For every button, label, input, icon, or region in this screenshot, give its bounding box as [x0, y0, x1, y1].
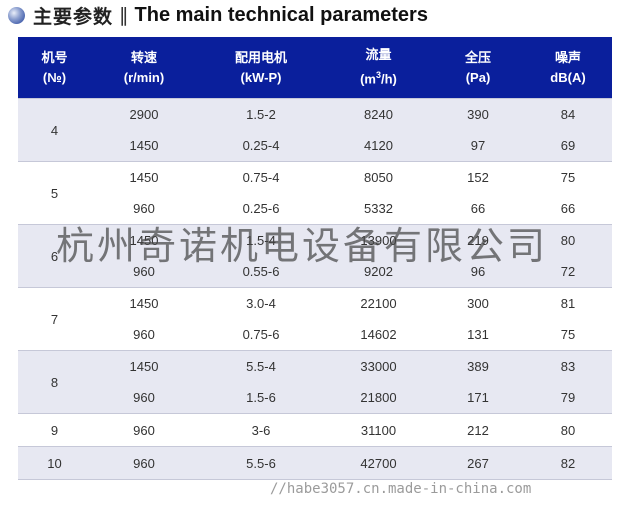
cell-pressure: 171: [432, 382, 524, 414]
cell-motor: 1.5-2: [197, 98, 325, 130]
cell-speed: 2900: [91, 98, 197, 130]
cell-noise: 69: [524, 130, 612, 162]
cell-speed: 960: [91, 319, 197, 351]
cell-motor: 0.75-6: [197, 319, 325, 351]
cell-model: 7: [18, 287, 91, 351]
table-row: 960 0.75-6 14602 131 75: [18, 319, 612, 351]
column-header-motor: 配用电机 (kW-P): [197, 37, 325, 99]
parameters-table: 机号 (№) 转速 (r/min) 配用电机 (kW-P) 流量 (m3/h) 全压 (P…: [18, 37, 612, 480]
cell-motor: 3-6: [197, 413, 325, 447]
cell-noise: 80: [524, 413, 612, 447]
cell-model: 5: [18, 161, 91, 225]
cell-speed: 960: [91, 446, 197, 480]
cell-noise: 81: [524, 287, 612, 319]
table-body: 4 2900 1.5-2 8240 390 84 1450 0.25-4 4120 97 69 5 14…: [18, 98, 612, 480]
table-row: 8 1450 5.5-4 33000 389 83: [18, 350, 612, 414]
cell-noise: 82: [524, 446, 612, 480]
cell-model: 4: [18, 98, 91, 162]
cell-flow: 13900: [325, 224, 432, 256]
cell-speed: 1450: [91, 224, 197, 256]
cell-motor: 0.25-4: [197, 130, 325, 162]
cell-speed: 1450: [91, 130, 197, 162]
heading-chinese: 主要参数: [33, 5, 114, 28]
table-row: 10 960 5.5-6 42700 267 82: [18, 446, 612, 480]
cell-pressure: 212: [432, 413, 524, 447]
table-row: 5 1450 0.75-4 8050 152 75: [18, 161, 612, 225]
cell-noise: 83: [524, 350, 612, 382]
cell-noise: 75: [524, 319, 612, 351]
table-row: 960 0.25-6 5332 66 66: [18, 193, 612, 225]
cell-motor: 0.75-4: [197, 161, 325, 193]
cell-flow: 8240: [325, 98, 432, 130]
cell-noise: 80: [524, 224, 612, 256]
cell-pressure: 97: [432, 130, 524, 162]
cell-motor: 3.0-4: [197, 287, 325, 319]
cell-pressure: 131: [432, 319, 524, 351]
cell-speed: 960: [91, 256, 197, 288]
cell-flow: 4120: [325, 130, 432, 162]
cell-speed: 960: [91, 382, 197, 414]
table-row: 7 1450 3.0-4 22100 300 81: [18, 287, 612, 351]
cell-flow: 8050: [325, 161, 432, 193]
cell-pressure: 96: [432, 256, 524, 288]
column-header-model: 机号 (№): [18, 37, 91, 99]
cell-motor: 0.25-6: [197, 193, 325, 225]
cell-speed: 960: [91, 193, 197, 225]
cell-flow: 14602: [325, 319, 432, 351]
cell-pressure: 267: [432, 446, 524, 480]
site-watermark: //habe3057.cn.made-in-china.com: [270, 481, 532, 497]
cell-pressure: 389: [432, 350, 524, 382]
table-row: 6 1450 1.5-4 13900 219 80: [18, 224, 612, 288]
table-row: 4 2900 1.5-2 8240 390 84: [18, 98, 612, 162]
cell-speed: 960: [91, 413, 197, 447]
cell-motor: 1.5-4: [197, 224, 325, 256]
cell-flow: 5332: [325, 193, 432, 225]
cell-flow: 21800: [325, 382, 432, 414]
cell-motor: 5.5-6: [197, 446, 325, 480]
table-row: 960 1.5-6 21800 171 79: [18, 382, 612, 414]
cell-pressure: 219: [432, 224, 524, 256]
heading-separator: ‖: [119, 4, 129, 26]
cell-noise: 84: [524, 98, 612, 130]
column-header-noise: 噪声 dB(A): [524, 37, 612, 99]
cell-motor: 1.5-6: [197, 382, 325, 414]
cell-pressure: 390: [432, 98, 524, 130]
cell-noise: 79: [524, 382, 612, 414]
cell-speed: 1450: [91, 161, 197, 193]
cell-flow: 22100: [325, 287, 432, 319]
column-header-speed: 转速 (r/min): [91, 37, 197, 99]
cell-motor: 5.5-4: [197, 350, 325, 382]
cell-noise: 72: [524, 256, 612, 288]
cell-pressure: 300: [432, 287, 524, 319]
cell-pressure: 66: [432, 193, 524, 225]
table-row: 9 960 3-6 31100 212 80: [18, 413, 612, 447]
cell-speed: 1450: [91, 287, 197, 319]
table-row: 1450 0.25-4 4120 97 69: [18, 130, 612, 162]
cell-model: 9: [18, 413, 91, 447]
cell-noise: 75: [524, 161, 612, 193]
cell-model: 8: [18, 350, 91, 414]
cell-flow: 9202: [325, 256, 432, 288]
cell-pressure: 152: [432, 161, 524, 193]
heading-english: The main technical parameters: [134, 3, 428, 26]
table-header-row: 机号 (№) 转速 (r/min) 配用电机 (kW-P) 流量 (m3/h) 全压 (P…: [18, 37, 612, 99]
cell-model: 10: [18, 446, 91, 480]
column-header-pressure: 全压 (Pa): [432, 37, 524, 99]
cell-model: 6: [18, 224, 91, 288]
cell-noise: 66: [524, 193, 612, 225]
cell-motor: 0.55-6: [197, 256, 325, 288]
cell-flow: 33000: [325, 350, 432, 382]
cell-flow: 42700: [325, 446, 432, 480]
table-row: 960 0.55-6 9202 96 72: [18, 256, 612, 288]
cell-flow: 31100: [325, 413, 432, 447]
section-heading: 主要参数 ‖ The main technical parameters: [8, 0, 428, 30]
bullet-icon: [8, 6, 25, 24]
column-header-flow: 流量 (m3/h): [325, 37, 432, 99]
cell-speed: 1450: [91, 350, 197, 382]
